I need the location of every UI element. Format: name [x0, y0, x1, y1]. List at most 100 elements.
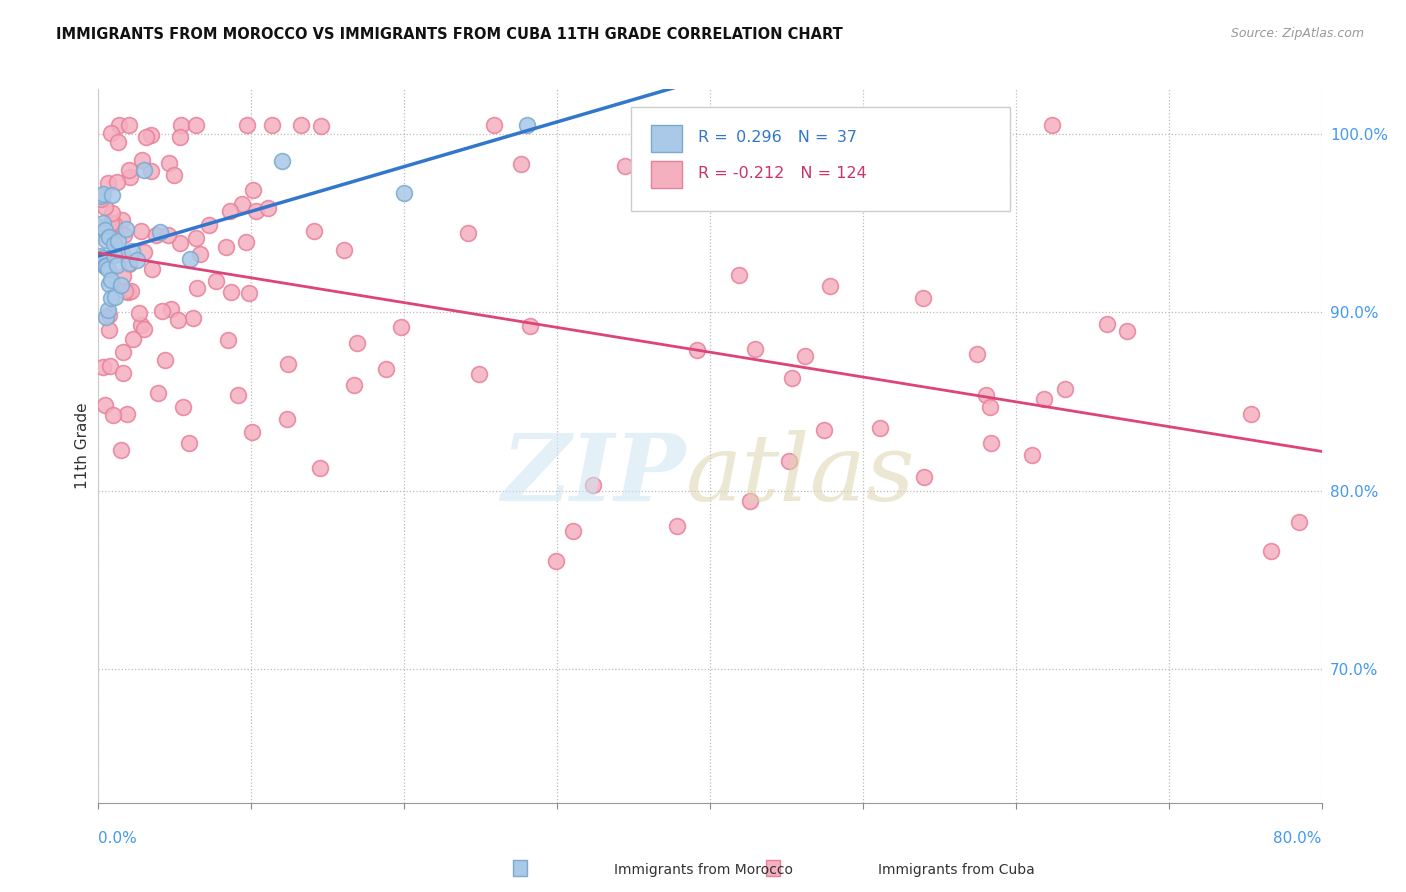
Point: [120, 284, 142, 298]
Point: [100, 126, 122, 140]
Point: [115, 222, 138, 236]
Point: [118, 118, 141, 132]
Bar: [651, 161, 682, 187]
Point: [217, 333, 239, 347]
Point: [91, 216, 114, 230]
Point: [118, 256, 141, 270]
Point: [90, 192, 112, 206]
Point: [104, 290, 127, 304]
Point: [235, 235, 257, 249]
Point: [219, 285, 242, 299]
Point: [150, 303, 173, 318]
Point: [215, 240, 238, 254]
Point: [93, 223, 115, 237]
Point: [912, 291, 935, 305]
Point: [94, 233, 117, 247]
Point: [186, 230, 208, 244]
Point: [129, 318, 152, 332]
Text: ZIP: ZIP: [502, 430, 686, 519]
Point: [103, 237, 125, 252]
Point: [257, 201, 280, 215]
Point: [97, 303, 120, 318]
Point: [392, 186, 416, 201]
Point: [111, 247, 134, 261]
Point: [1116, 324, 1139, 338]
Point: [974, 387, 997, 401]
Point: [793, 349, 815, 363]
Point: [112, 269, 135, 284]
Point: [110, 277, 132, 292]
Point: [125, 253, 148, 268]
Point: [91, 186, 114, 201]
Point: [94, 200, 117, 214]
Point: [375, 361, 398, 376]
Point: [97, 261, 120, 276]
Point: [240, 425, 263, 439]
Point: [1288, 516, 1310, 530]
Point: [105, 258, 128, 272]
Point: [685, 343, 707, 357]
Point: [346, 336, 368, 351]
Point: [740, 494, 762, 508]
Point: [980, 436, 1002, 450]
Point: [581, 477, 603, 491]
Point: [146, 386, 169, 401]
Point: [89, 249, 111, 263]
Point: [129, 224, 152, 238]
Point: [186, 281, 208, 295]
Text: 80.0%: 80.0%: [1274, 831, 1322, 847]
Point: [117, 407, 139, 421]
Point: [343, 378, 366, 392]
Point: [118, 163, 141, 178]
Text: Immigrants from Morocco: Immigrants from Morocco: [613, 863, 793, 877]
Point: [236, 118, 259, 132]
Point: [107, 136, 129, 150]
Point: [218, 204, 240, 219]
Point: [101, 187, 124, 202]
Point: [91, 252, 114, 266]
Point: [1240, 407, 1263, 421]
Point: [912, 470, 935, 484]
Point: [813, 423, 835, 437]
Point: [98, 359, 121, 373]
Bar: [766, 860, 780, 876]
Point: [1260, 544, 1282, 558]
Point: [132, 244, 155, 259]
Text: 0.0%: 0.0%: [98, 831, 138, 847]
Point: [270, 154, 292, 169]
Point: [172, 401, 194, 415]
Point: [90, 189, 112, 203]
Point: [181, 310, 204, 325]
Point: [93, 398, 115, 412]
Point: [308, 460, 330, 475]
Point: [333, 243, 356, 257]
Point: [93, 259, 115, 273]
Point: [302, 224, 325, 238]
Point: [744, 342, 766, 356]
Point: [778, 454, 800, 468]
Text: R =  0.296  N =  37: R = 0.296 N = 37: [697, 130, 856, 145]
Point: [145, 227, 167, 242]
Point: [198, 218, 221, 232]
Point: [131, 153, 153, 168]
Point: [139, 128, 162, 142]
Point: [170, 118, 193, 132]
Point: [134, 163, 156, 178]
Point: [94, 310, 117, 325]
Point: [105, 175, 128, 189]
Point: [97, 176, 120, 190]
Point: [89, 227, 111, 241]
Point: [544, 554, 567, 568]
Point: [97, 323, 120, 337]
Point: [101, 230, 124, 244]
Point: [290, 118, 312, 132]
Point: [510, 157, 533, 171]
Point: [188, 247, 211, 261]
Point: [110, 443, 132, 458]
Point: [167, 313, 190, 327]
Point: [114, 284, 136, 298]
Point: [156, 227, 179, 242]
Point: [484, 118, 506, 132]
Point: [101, 206, 124, 220]
Point: [162, 168, 184, 182]
